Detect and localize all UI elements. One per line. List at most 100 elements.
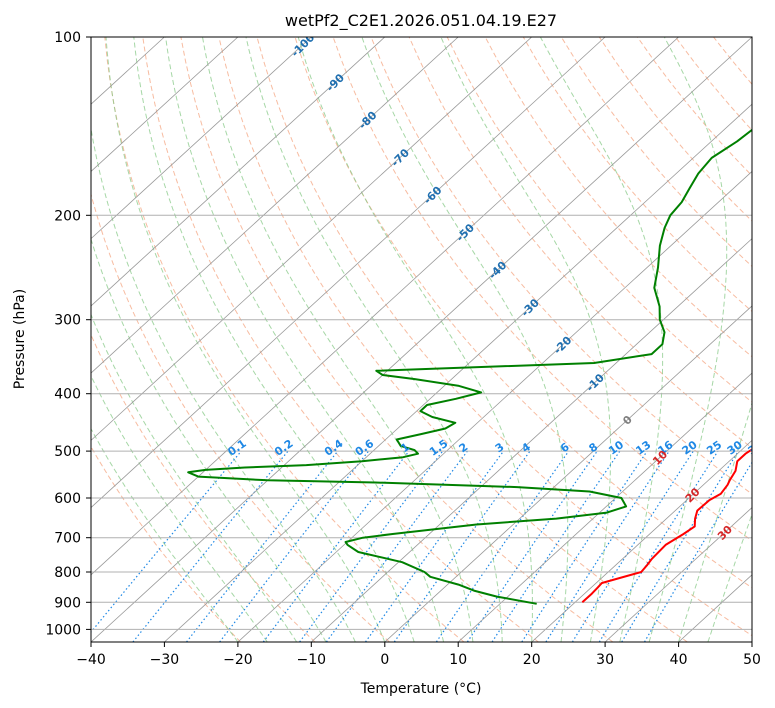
dry-adiabat xyxy=(408,37,752,449)
dry-adiabat xyxy=(180,37,614,642)
mixing-ratio-line xyxy=(91,450,242,633)
isotherm-label: -100 xyxy=(289,31,318,60)
isotherm-line xyxy=(91,37,386,307)
moist-adiabat xyxy=(91,427,239,642)
mixing-ratio-line xyxy=(132,450,289,642)
y-tick-label: 600 xyxy=(54,491,81,507)
mixing-ratio-label: 2 xyxy=(457,440,471,455)
isotherm-line xyxy=(457,372,752,642)
y-tick-label: 300 xyxy=(54,313,81,329)
moist-adiabat xyxy=(91,125,356,642)
y-axis: 1000 900 800 700 600 500 400 300 200 100 xyxy=(45,30,91,638)
x-tick-label: −40 xyxy=(76,652,106,668)
isotherm-line xyxy=(311,238,752,642)
mixing-ratio-line xyxy=(491,450,621,642)
x-tick-label: −30 xyxy=(150,652,180,668)
moist-adiabat xyxy=(648,37,728,642)
mixing-ratio-line xyxy=(186,450,339,642)
moist-adiabat xyxy=(133,37,415,642)
x-tick-label: 20 xyxy=(523,652,541,668)
mixing-ratio-label: 6 xyxy=(558,440,572,455)
x-tick-label: 40 xyxy=(670,652,688,668)
isotherm-line xyxy=(751,641,752,642)
dry-adiabat xyxy=(256,37,752,637)
isotherm-line xyxy=(91,37,606,509)
moist-adiabat xyxy=(539,37,664,642)
isotherm-line xyxy=(384,305,752,642)
moist-adiabat xyxy=(91,374,268,642)
moist-adiabat xyxy=(707,513,752,642)
mixing-ratio-line xyxy=(262,450,410,642)
mixing-ratio-line xyxy=(466,450,598,642)
isotherm-line xyxy=(91,37,459,374)
dry-adiabat xyxy=(446,37,752,403)
dry-adiabat xyxy=(142,37,539,642)
isotherm-line xyxy=(91,37,312,240)
profiles xyxy=(187,128,752,605)
mixing-ratio-line xyxy=(365,450,504,642)
y-axis-title: Pressure (hPa) xyxy=(12,289,28,389)
dry-adiabat xyxy=(675,37,752,131)
mixing-ratio-line xyxy=(621,450,739,642)
mixing-ratio-line xyxy=(545,450,670,642)
dry-adiabat xyxy=(218,37,688,642)
dewpoint-profile xyxy=(187,128,752,605)
mixing-ratio-line xyxy=(521,450,648,642)
moist-adiabat xyxy=(361,37,569,642)
dry-adiabat xyxy=(91,192,390,642)
moist-adiabat xyxy=(91,237,327,642)
dry-adiabat xyxy=(751,37,752,39)
dry-adiabat xyxy=(104,37,465,642)
y-tick-label: 800 xyxy=(54,565,81,581)
mixing-ratio-label: 1.5 xyxy=(427,437,450,459)
mixing-ratio-line xyxy=(571,450,694,642)
y-tick-label: 100 xyxy=(54,30,81,46)
mixing-ratio-label: 25 xyxy=(704,438,724,457)
moist-adiabat xyxy=(202,37,474,642)
background-lines xyxy=(91,37,752,642)
isotherm-line xyxy=(164,103,752,642)
isotherm-line xyxy=(604,507,752,642)
dry-adiabat xyxy=(484,37,752,358)
moist-adiabat xyxy=(91,313,298,642)
mixing-ratio-line xyxy=(435,450,570,642)
mixing-ratio-label: 4 xyxy=(519,440,533,455)
moist-adiabat xyxy=(105,37,386,642)
y-tick-label: 900 xyxy=(54,595,81,611)
dry-adiabat xyxy=(370,37,752,495)
mixing-ratio-label: 13 xyxy=(633,438,653,457)
isotherm-line xyxy=(91,37,532,441)
isotherm-label: 40 xyxy=(748,560,768,580)
x-tick-label: 50 xyxy=(743,652,761,668)
mixing-ratio-label: 0.6 xyxy=(353,437,377,459)
x-tick-label: −10 xyxy=(297,652,327,668)
x-axis-title: Temperature (°C) xyxy=(360,681,482,697)
mixing-ratio-label: 0.4 xyxy=(322,437,346,459)
mixing-ratio-line xyxy=(325,450,468,642)
dry-adiabat xyxy=(91,333,316,642)
y-tick-label: 400 xyxy=(54,387,81,403)
dry-adiabat xyxy=(294,37,752,589)
x-tick-label: −20 xyxy=(223,652,253,668)
y-tick-label: 200 xyxy=(54,208,81,224)
y-tick-label: 700 xyxy=(54,531,81,547)
isotherm-line xyxy=(91,37,239,172)
isotherm-line xyxy=(91,37,679,576)
mixing-ratio-label: 0.1 xyxy=(225,437,248,459)
moist-adiabat xyxy=(245,37,503,642)
mixing-ratio-label: 3 xyxy=(493,440,507,455)
mixing-ratio-label: 8 xyxy=(587,440,601,455)
y-tick-label: 500 xyxy=(54,444,81,460)
mixing-ratio-label: 10 xyxy=(606,438,626,458)
mixing-ratio-label: 0.2 xyxy=(272,437,295,459)
x-axis: −40 −30 −20 −10 0 10 20 30 40 50 xyxy=(76,642,761,668)
moist-adiabat xyxy=(440,37,612,642)
isotherm-line xyxy=(91,37,752,642)
dry-adiabat xyxy=(560,37,752,267)
chart-title: wetPf2_C2E1.2026.051.04.19.E27 xyxy=(285,11,557,31)
dry-adiabat xyxy=(91,445,241,642)
x-tick-label: 0 xyxy=(380,652,389,668)
moist-adiabat xyxy=(165,37,444,642)
y-tick-label: 1000 xyxy=(45,622,81,638)
